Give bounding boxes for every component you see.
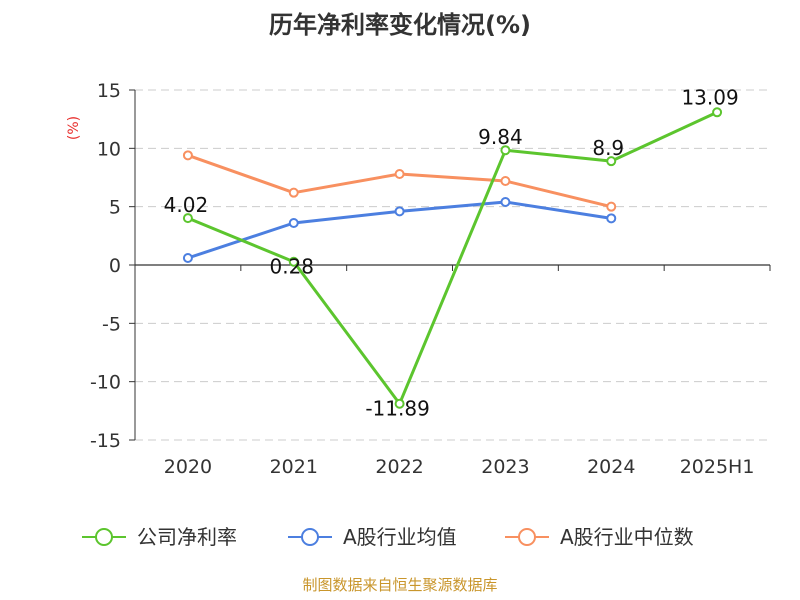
- legend-swatch-marker: [95, 528, 113, 546]
- data-point: [394, 169, 405, 179]
- legend-swatch-marker: [518, 528, 536, 546]
- legend-label: 公司净利率: [137, 525, 237, 549]
- data-point: [606, 156, 617, 167]
- y-tick-label: -10: [90, 372, 121, 394]
- x-ticks: 2020 2021 2022 2023 2024 2025H1: [164, 456, 755, 478]
- axes: [129, 89, 771, 441]
- data-point: [394, 206, 405, 217]
- data-point: [606, 213, 617, 224]
- data-point: [712, 107, 723, 118]
- y-tick-label: 5: [109, 197, 121, 219]
- x-tick-label: 2025H1: [680, 456, 755, 478]
- data-point: [182, 213, 193, 224]
- data-point: [288, 218, 299, 228]
- legend[interactable]: 公司净利率 A股行业均值 A股行业中位数: [82, 525, 694, 549]
- y-ticks: 15 10 5 0 -5 -10 -15: [90, 80, 121, 452]
- y-tick-label: 0: [109, 255, 121, 277]
- series-line: [187, 153, 612, 209]
- y-tick-label: -5: [102, 313, 121, 335]
- data-point: [500, 176, 511, 186]
- data-label: 9.84: [478, 125, 523, 149]
- data-point: [500, 145, 511, 156]
- x-tick-label: 2023: [481, 456, 529, 478]
- legend-swatch-marker: [301, 528, 319, 546]
- data-label: 0.28: [269, 255, 314, 279]
- data-point: [182, 253, 193, 263]
- legend-item[interactable]: A股行业中位数: [505, 525, 694, 549]
- source-note: 制图数据来自恒生聚源数据库: [302, 576, 497, 594]
- data-label: 4.02: [164, 193, 209, 217]
- chart-title: 历年净利率变化情况(%): [269, 11, 531, 39]
- x-tick-label: 2024: [587, 456, 635, 478]
- legend-item[interactable]: A股行业均值: [288, 525, 457, 549]
- legend-label: A股行业中位数: [560, 525, 694, 549]
- data-point: [288, 187, 299, 198]
- y-tick-label: 10: [97, 138, 121, 160]
- data-label: 13.09: [681, 85, 738, 109]
- data-labels: 4.02 0.28 -11.89 9.84 8.9 13.09: [164, 85, 739, 420]
- data-label: -11.89: [365, 397, 429, 421]
- data-point: [500, 197, 511, 207]
- legend-item[interactable]: 公司净利率: [82, 525, 237, 549]
- series-lines: [182, 107, 723, 409]
- y-tick-label: 15: [97, 80, 121, 102]
- data-point: [182, 150, 193, 161]
- x-tick-label: 2021: [270, 456, 318, 478]
- y-tick-label: -15: [90, 430, 121, 452]
- y-axis-label: (%): [66, 116, 82, 140]
- data-point: [288, 256, 299, 267]
- data-label: 8.9: [592, 136, 624, 160]
- data-point: [394, 398, 405, 409]
- data-point: [606, 201, 617, 212]
- x-tick-label: 2022: [375, 456, 423, 478]
- x-tick-label: 2020: [164, 456, 212, 478]
- legend-label: A股行业均值: [343, 525, 457, 549]
- series-line: [187, 110, 718, 406]
